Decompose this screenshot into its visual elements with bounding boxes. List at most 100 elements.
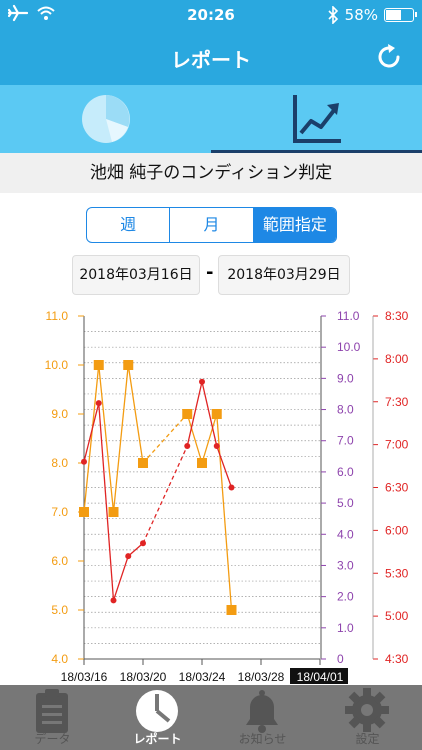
status-time: 20:26	[187, 6, 235, 24]
data-point	[228, 484, 235, 491]
data-point	[95, 400, 102, 407]
series-line-segment	[142, 413, 188, 464]
left-tick-label: 6.0	[51, 554, 68, 568]
data-point	[123, 360, 134, 370]
x-tick-label: 18/03/24	[179, 670, 226, 684]
right-tick-label: 6:00	[385, 523, 409, 537]
segment-week[interactable]: 週	[87, 208, 171, 242]
series-line-segment	[127, 542, 144, 557]
left-tick-label: 8.0	[51, 456, 68, 470]
right-tick-label: 4:30	[385, 652, 409, 666]
series-line-segment	[83, 364, 100, 513]
battery-percent: 58%	[344, 6, 378, 24]
series-line-segment	[112, 364, 129, 513]
status-bar: 20:26 58%	[0, 0, 422, 30]
battery-fill	[386, 10, 402, 20]
right-tick-label: 6:30	[385, 481, 409, 495]
data-point	[197, 458, 207, 468]
series-line-segment	[216, 413, 233, 611]
mid-tick-label: 8.0	[337, 403, 354, 417]
tab-news[interactable]: お知らせ	[210, 685, 315, 750]
condition-line-chart: 4.0 5.0 6.0 7.0 8.0 9.0 10.0 11.0 0 1.0 2.0 3.0 4.0 5…	[45, 309, 409, 684]
data-point	[93, 360, 104, 370]
end-date-field[interactable]: 2018年03月29日	[218, 255, 350, 295]
data-point	[184, 443, 191, 450]
mid-tick-label: 3.0	[337, 558, 354, 572]
data-point	[108, 507, 119, 517]
left-tick-label: 11.0	[46, 309, 69, 323]
mid-tick-label: 10.0	[337, 340, 361, 354]
tab-line-chart[interactable]	[211, 85, 422, 153]
period-segmented-control: 週 月 範囲指定	[86, 207, 337, 243]
tab-report-label: レポート	[133, 732, 182, 746]
x-tick-label: 18/03/28	[238, 670, 285, 684]
mid-tick-label: 1.0	[337, 621, 354, 635]
airplane-icon	[8, 4, 28, 22]
page-title: レポート	[171, 48, 251, 72]
bottom-tab-bar: データ レポート お知らせ	[0, 685, 422, 750]
tab-pie-chart[interactable]	[0, 85, 211, 153]
bell-icon	[246, 690, 278, 733]
mid-tick-label: 5.0	[337, 496, 354, 510]
series-line-segment	[83, 403, 100, 462]
series-line-segment	[142, 445, 188, 544]
mid-tick-label: 2.0	[337, 590, 354, 604]
right-tick-label: 8:30	[385, 309, 409, 323]
pie-chart-icon	[82, 95, 130, 143]
wifi-icon	[37, 6, 55, 20]
mid-tick-label: 7.0	[337, 434, 354, 448]
left-tick-label: 4.0	[51, 652, 68, 666]
tab-data[interactable]: データ	[0, 685, 105, 750]
mid-tick-label: 6.0	[337, 465, 354, 479]
tab-data-label: データ	[34, 732, 71, 746]
data-point	[138, 458, 148, 468]
left-tick-label: 7.0	[51, 505, 68, 519]
series-line-segment	[201, 413, 218, 464]
mid-tick-label: 4.0	[337, 527, 354, 541]
data-point	[226, 605, 237, 615]
x-tick-label: 18/03/16	[61, 670, 108, 684]
left-tick-label: 5.0	[51, 603, 68, 617]
data-point	[140, 540, 146, 547]
segment-month[interactable]: 月	[170, 208, 254, 242]
series-line-segment	[201, 381, 218, 447]
series-line-segment	[98, 364, 115, 513]
line-chart-icon	[293, 95, 341, 143]
report-subtitle: 池畑 純子のコンディション判定	[0, 153, 422, 193]
data-point	[182, 409, 193, 419]
right-tick-label: 5:30	[385, 566, 409, 580]
tab-settings[interactable]: 設定	[315, 685, 420, 750]
series-line-segment	[186, 381, 203, 447]
series-line-segment	[112, 555, 129, 601]
mid-tick-label: 0	[337, 652, 344, 666]
tab-underline	[211, 150, 422, 153]
clipboard-icon	[36, 689, 68, 733]
mid-tick-label: 9.0	[337, 371, 354, 385]
tab-report[interactable]: レポート	[105, 685, 210, 750]
nav-bar: レポート	[0, 30, 422, 85]
series-line-segment	[216, 445, 233, 488]
left-tick-label: 9.0	[51, 407, 68, 421]
bluetooth-icon	[328, 6, 338, 24]
x-tick-label: 18/03/20	[120, 670, 167, 684]
chart-type-tabs	[0, 85, 422, 153]
right-tick-label: 5:00	[385, 609, 409, 623]
x-tick-label: 18/04/01	[297, 670, 344, 684]
tab-news-label: お知らせ	[238, 732, 287, 746]
battery-icon	[384, 8, 417, 22]
data-point	[79, 507, 89, 517]
start-date-field[interactable]: 2018年03月16日	[72, 255, 200, 295]
data-point	[211, 409, 222, 419]
series-line-segment	[98, 403, 115, 601]
tab-settings-label: 設定	[355, 732, 380, 746]
status-right: 58%	[327, 6, 417, 24]
data-point	[81, 458, 87, 465]
segment-range[interactable]: 範囲指定	[253, 208, 336, 242]
right-tick-label: 7:00	[385, 438, 409, 452]
data-point	[199, 378, 205, 385]
clock-pie-icon	[136, 690, 178, 732]
series-line-segment	[186, 413, 203, 464]
refresh-icon[interactable]	[374, 42, 404, 72]
right-tick-label: 7:30	[385, 395, 409, 409]
left-tick-label: 10.0	[45, 358, 69, 372]
